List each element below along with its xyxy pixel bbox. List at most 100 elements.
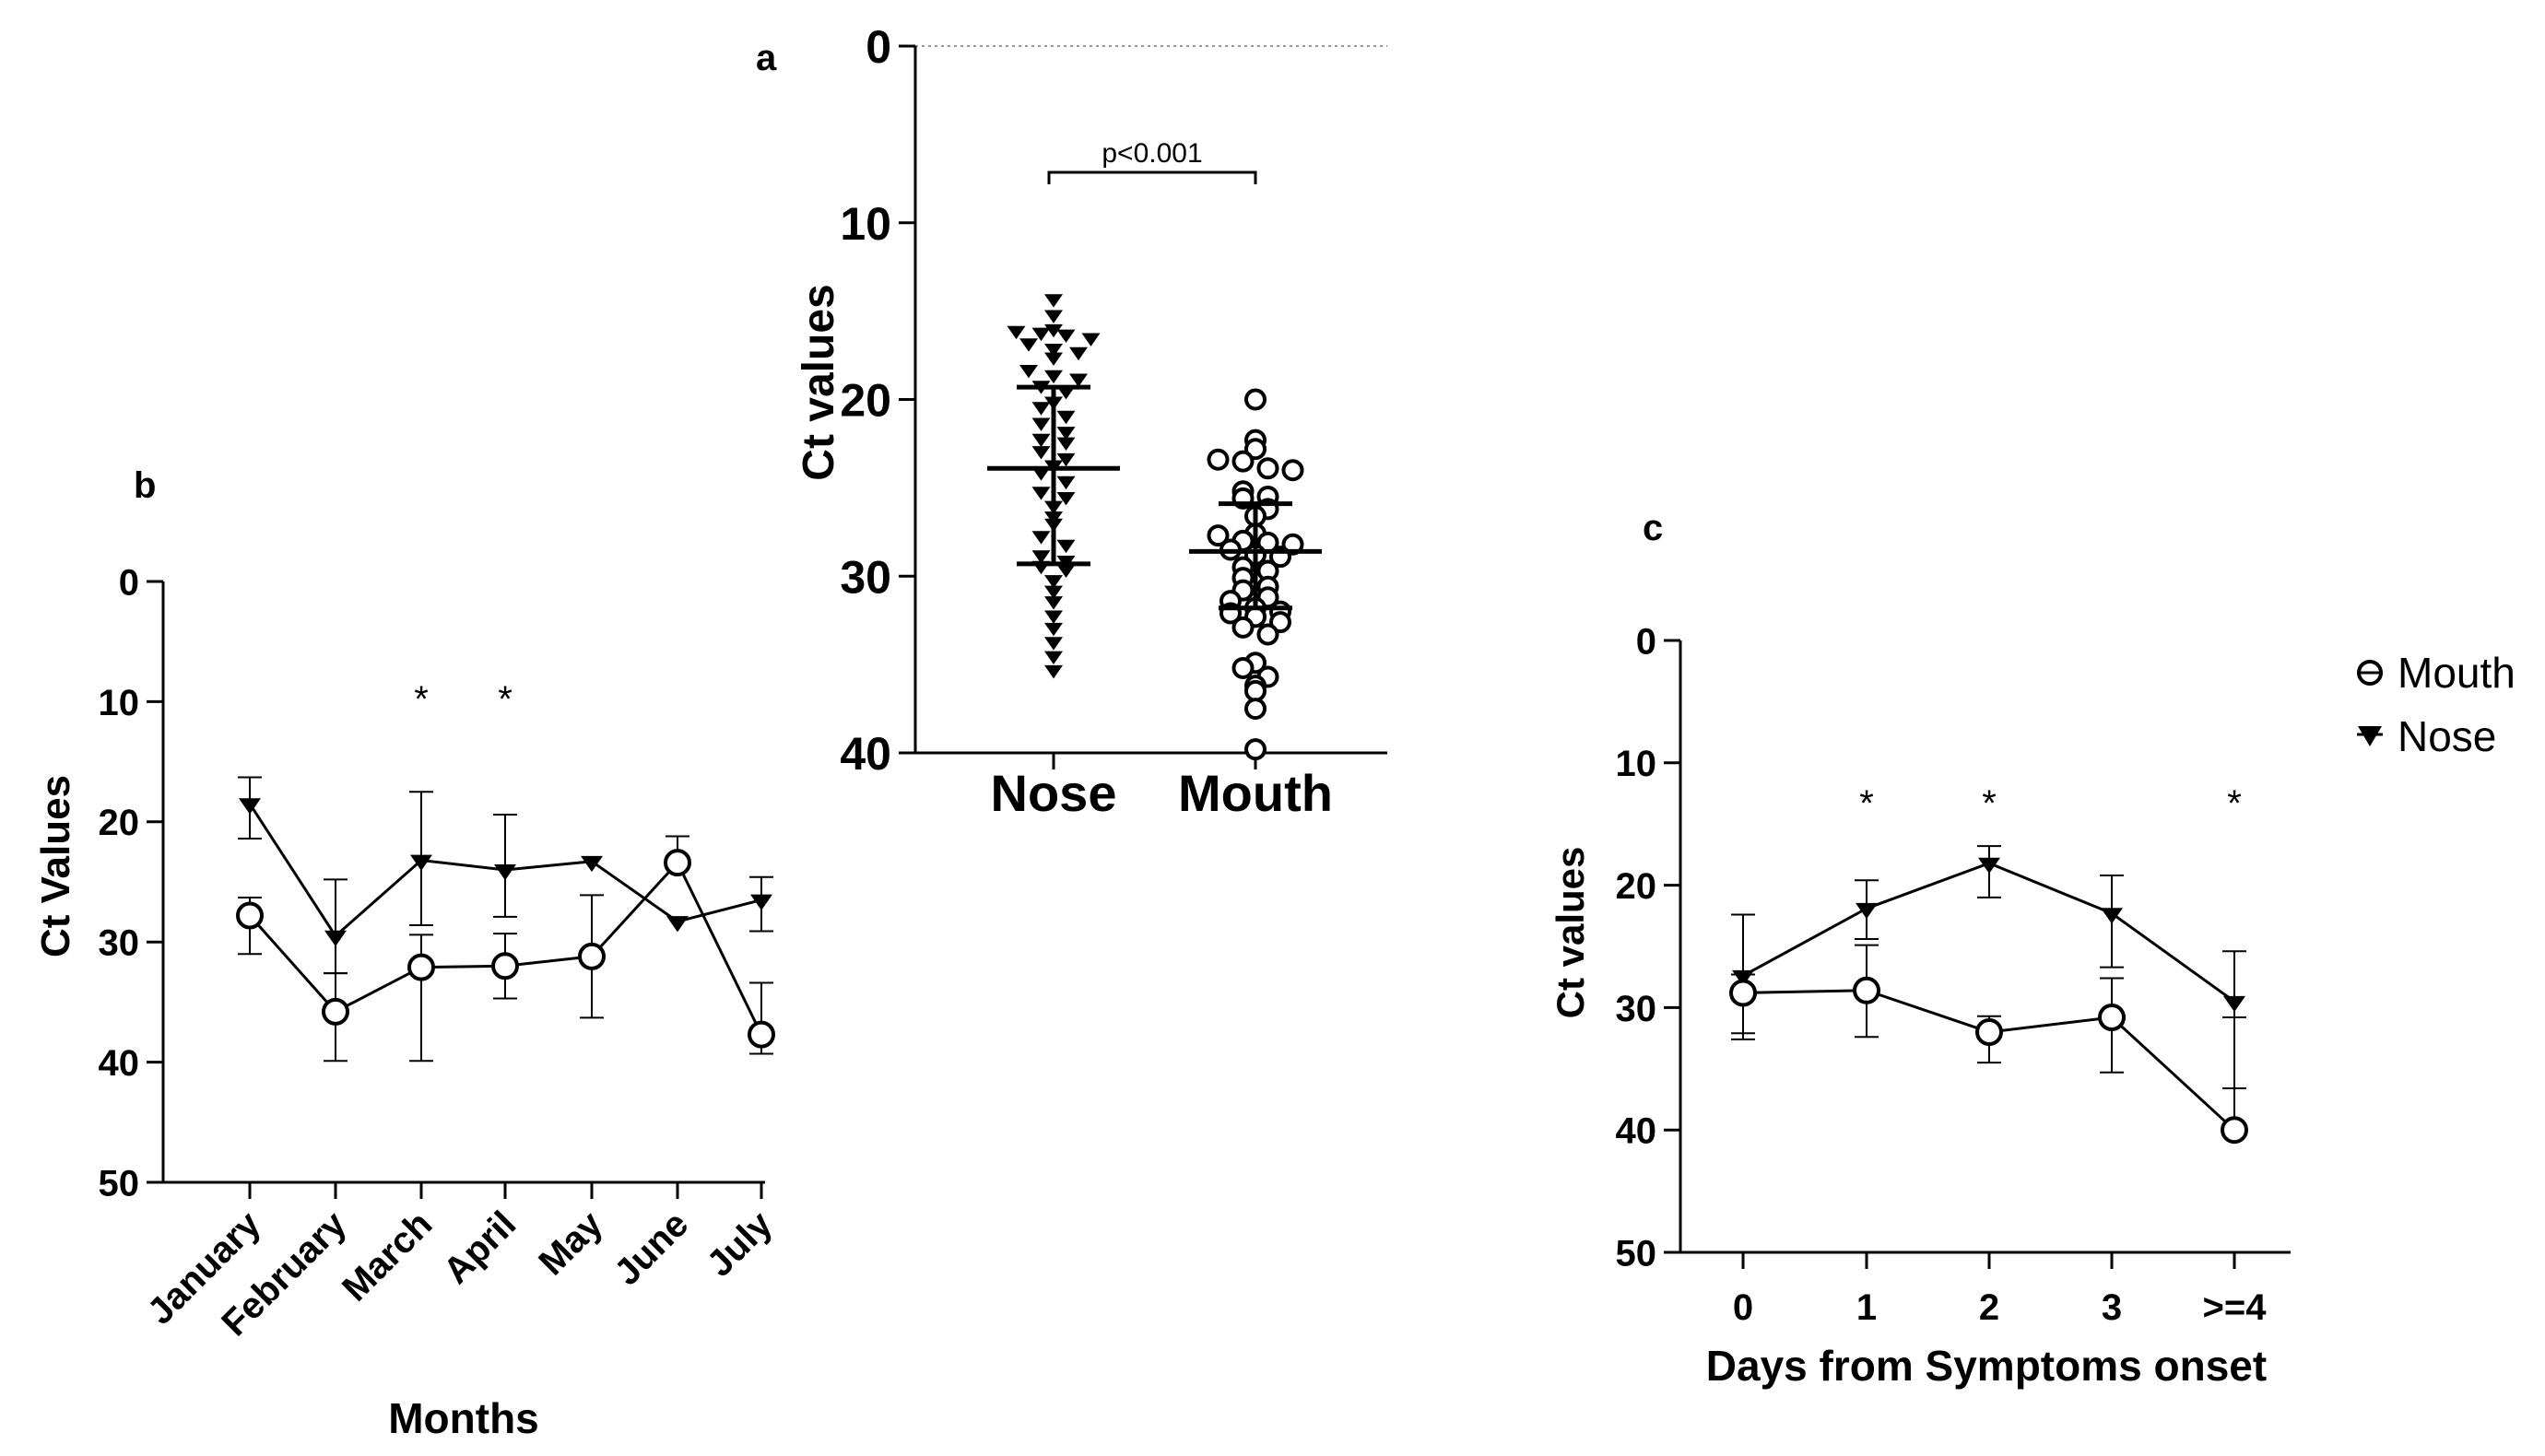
y-tick-label: 50 bbox=[99, 1163, 140, 1204]
panel-c-y-axis-title: Ct values bbox=[1549, 847, 1592, 1019]
x-tick-label: July bbox=[700, 1204, 781, 1285]
mouth-point bbox=[1281, 459, 1304, 482]
x-tick-label: 2 bbox=[1979, 1287, 1999, 1328]
nose-point bbox=[1044, 310, 1063, 323]
legend-mouth-label: Mouth bbox=[2398, 649, 2516, 697]
nose-point bbox=[1978, 857, 2000, 875]
mouth-point bbox=[1231, 450, 1255, 473]
nose-error-bar bbox=[2100, 874, 2124, 914]
y-tick-label: 0 bbox=[1636, 621, 1656, 662]
nose-point bbox=[1056, 564, 1076, 579]
nose-point bbox=[1044, 596, 1063, 610]
panel-c-x-axis-title: Days from Symptoms onset bbox=[1706, 1342, 2267, 1390]
x-tick-label: 0 bbox=[1733, 1287, 1753, 1328]
mouth-point bbox=[1244, 388, 1267, 411]
significance-star: * bbox=[2227, 783, 2242, 824]
significance-star: * bbox=[1859, 783, 1874, 824]
nose-error-bar bbox=[409, 860, 433, 926]
legend-mouth-entry: Mouth bbox=[2357, 649, 2516, 697]
y-tick-label: 10 bbox=[840, 198, 891, 250]
nose-point bbox=[1044, 352, 1063, 366]
y-tick-label: 40 bbox=[99, 1043, 140, 1084]
nose-point bbox=[1056, 452, 1076, 467]
panel-b-x-axis-title: Months bbox=[388, 1394, 539, 1442]
significance-star: * bbox=[498, 679, 513, 720]
nose-point bbox=[1019, 338, 1038, 352]
mouth-point bbox=[1853, 976, 1880, 1004]
nose-point bbox=[1031, 417, 1051, 431]
nose-point bbox=[1056, 492, 1076, 506]
mouth-point bbox=[1244, 738, 1267, 761]
x-tick-label: May bbox=[531, 1204, 611, 1284]
mouth-point bbox=[1256, 623, 1279, 646]
y-tick-label: 20 bbox=[99, 803, 140, 843]
nose-error-bar bbox=[324, 878, 348, 936]
nose-point bbox=[1069, 346, 1088, 361]
nose-point bbox=[1856, 902, 1878, 920]
nose-error-bar bbox=[493, 813, 517, 870]
mouth-point bbox=[1244, 679, 1267, 702]
panel-c-letter: c bbox=[1643, 508, 1663, 548]
nose-point bbox=[1031, 550, 1051, 564]
nose-point bbox=[1044, 343, 1063, 358]
panel-c: c Ct values 0 10 20 30 40 50 0 1 2 3 >=4 Days fro… bbox=[1549, 508, 2291, 1390]
y-tick-label: 20 bbox=[840, 375, 891, 427]
y-tick-label: 0 bbox=[866, 21, 891, 73]
nose-point bbox=[581, 855, 603, 873]
nose-point bbox=[1056, 476, 1076, 490]
nose-point bbox=[1044, 323, 1063, 338]
mouth-point bbox=[407, 953, 435, 981]
legend-nose-label: Nose bbox=[2398, 712, 2496, 760]
nose-point bbox=[1044, 294, 1063, 308]
y-tick-label: 40 bbox=[1616, 1111, 1657, 1152]
y-tick-label: 40 bbox=[840, 728, 891, 780]
x-tick-label: 3 bbox=[2102, 1287, 2122, 1328]
mouth-point bbox=[578, 942, 606, 970]
y-tick-label: 30 bbox=[99, 923, 140, 964]
nose-point bbox=[1732, 969, 1754, 987]
nose-point bbox=[1081, 333, 1101, 346]
mouth-point bbox=[1975, 1017, 2003, 1046]
mouth-point bbox=[236, 901, 264, 930]
mouth-point bbox=[1231, 616, 1255, 639]
nose-point bbox=[1031, 446, 1051, 460]
nose-point bbox=[1056, 329, 1076, 344]
significance-star: * bbox=[414, 679, 429, 720]
nose-point bbox=[1044, 637, 1063, 651]
x-tick-label: March bbox=[335, 1204, 440, 1309]
y-tick-label: 10 bbox=[1616, 744, 1657, 784]
nose-error-bar bbox=[1731, 913, 1755, 976]
mouth-point bbox=[2098, 1004, 2126, 1032]
nose-point bbox=[1031, 531, 1051, 545]
panel-a-p-value-label: p<0.001 bbox=[1102, 138, 1202, 169]
nose-point bbox=[1069, 373, 1088, 387]
nose-point bbox=[324, 930, 347, 947]
nose-point bbox=[1056, 410, 1076, 425]
nose-point bbox=[494, 864, 516, 881]
panel-b-letter: b bbox=[134, 465, 156, 506]
nose-point bbox=[410, 854, 432, 871]
mouth-point bbox=[748, 1020, 775, 1049]
nose-point bbox=[1044, 651, 1063, 664]
nose-point bbox=[1031, 487, 1051, 500]
nose-point bbox=[1056, 427, 1076, 440]
nose-point bbox=[750, 894, 772, 910]
y-tick-label: 10 bbox=[99, 683, 140, 723]
y-tick-label: 30 bbox=[840, 551, 891, 603]
panel-a-letter: a bbox=[756, 38, 777, 78]
mouth-point bbox=[2221, 1116, 2248, 1145]
mouth-error-bar bbox=[2222, 1016, 2246, 1131]
nose-point bbox=[1007, 325, 1026, 340]
nose-point bbox=[666, 916, 689, 933]
mouth-point bbox=[1231, 656, 1255, 679]
legend: Mouth Nose bbox=[2357, 649, 2516, 760]
panel-b-y-axis-title: Ct Values bbox=[33, 775, 78, 957]
y-tick-label: 30 bbox=[1616, 989, 1657, 1029]
y-tick-label: 50 bbox=[1616, 1233, 1657, 1274]
mouth-point bbox=[322, 997, 349, 1026]
x-tick-label: April bbox=[436, 1204, 524, 1292]
nose-error-bar bbox=[2222, 950, 2246, 1002]
nose-point bbox=[1019, 364, 1038, 379]
nose-point bbox=[2223, 995, 2245, 1013]
